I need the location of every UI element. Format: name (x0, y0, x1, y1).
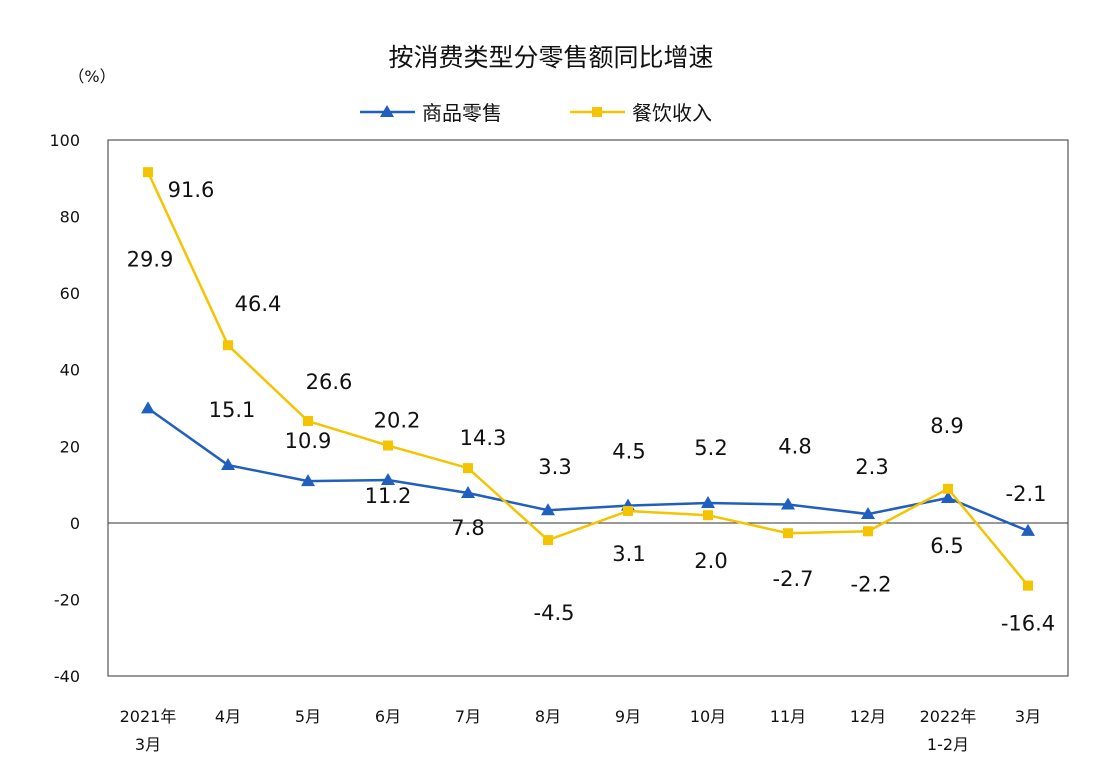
data-point-marker (863, 526, 873, 537)
plot-area (107, 139, 1069, 677)
x-tick-label: 10月 (690, 707, 726, 726)
y-tick-label: 80 (60, 208, 80, 227)
legend-label-catering: 餐饮收入 (632, 101, 712, 125)
data-label: 4.8 (778, 434, 811, 458)
data-point-marker (1023, 580, 1033, 591)
y-tick-label: -40 (54, 667, 80, 686)
x-tick-label: 4月 (215, 707, 241, 726)
legend: 商品零售 餐饮收入 (360, 101, 712, 125)
y-axis-unit: （%） (68, 67, 115, 86)
data-label: 14.3 (460, 426, 507, 450)
data-label: 15.1 (209, 398, 256, 422)
legend-label-retail: 商品零售 (422, 101, 502, 125)
data-point-marker (463, 463, 473, 474)
data-label: 2.3 (855, 455, 888, 479)
data-label: 4.5 (612, 440, 645, 464)
y-tick-label: 60 (60, 284, 80, 303)
x-tick-label: 6月 (375, 707, 401, 726)
data-label: 29.9 (127, 247, 174, 271)
data-point-marker (1021, 523, 1035, 536)
data-label: -2.2 (851, 572, 892, 596)
chart-title: 按消费类型分零售额同比增速 (388, 43, 713, 72)
data-label: 20.2 (374, 409, 421, 433)
y-tick-label: 100 (49, 131, 80, 150)
data-label: 11.2 (365, 484, 412, 508)
data-label: 26.6 (306, 370, 353, 394)
data-point-marker (623, 505, 633, 516)
data-label: -2.1 (1006, 482, 1047, 506)
data-point-marker (781, 497, 795, 510)
x-tick-label: 11月 (770, 707, 806, 726)
data-label: 91.6 (168, 178, 215, 202)
data-point-marker (223, 340, 233, 351)
data-point-marker (783, 528, 793, 539)
data-label: -16.4 (1001, 612, 1055, 636)
data-label: 7.8 (451, 516, 484, 540)
x-tick-label: 2022年 (920, 707, 977, 726)
data-point-marker (303, 416, 313, 427)
data-point-marker (141, 401, 155, 414)
data-label: -2.7 (773, 567, 814, 591)
data-label: 3.3 (538, 455, 571, 479)
data-point-marker (301, 474, 315, 487)
data-label: -4.5 (534, 601, 575, 625)
data-point-marker (943, 483, 953, 494)
data-point-marker (861, 507, 875, 520)
x-tick-label: 7月 (455, 707, 481, 726)
y-tick-label: 20 (60, 437, 80, 456)
x-tick-label: 12月 (850, 707, 886, 726)
y-tick-label: -20 (54, 590, 80, 609)
x-tick-label: 5月 (295, 707, 321, 726)
data-label: 2.0 (694, 549, 727, 573)
data-label: 3.1 (612, 542, 645, 566)
y-tick-label: 40 (60, 361, 80, 380)
data-point-marker (703, 510, 713, 521)
x-tick-label: 9月 (615, 707, 641, 726)
data-point-marker (461, 485, 475, 498)
x-tick-label: 1-2月 (927, 735, 969, 754)
data-label: 46.4 (235, 292, 282, 316)
x-tick-label: 8月 (535, 707, 561, 726)
x-tick-label: 3月 (135, 735, 161, 754)
data-label: 5.2 (694, 436, 727, 460)
x-tick-label: 2021年 (120, 707, 177, 726)
legend-marker-catering (592, 107, 602, 117)
data-point-marker (541, 503, 555, 516)
x-tick-label: 3月 (1015, 707, 1041, 726)
data-point-marker (543, 535, 553, 546)
data-point-marker (941, 490, 955, 503)
legend-marker-retail (380, 105, 394, 117)
data-point-marker (143, 167, 153, 178)
data-point-marker (701, 495, 715, 508)
data-point-marker (381, 472, 395, 485)
data-label: 6.5 (930, 534, 963, 558)
data-point-marker (383, 440, 393, 451)
data-label: 8.9 (930, 414, 963, 438)
series-line-0 (147, 407, 1029, 533)
series-line-1 (146, 171, 1029, 587)
y-tick-label: 0 (70, 514, 80, 533)
data-point-marker (221, 458, 235, 471)
data-label: 10.9 (285, 429, 332, 453)
